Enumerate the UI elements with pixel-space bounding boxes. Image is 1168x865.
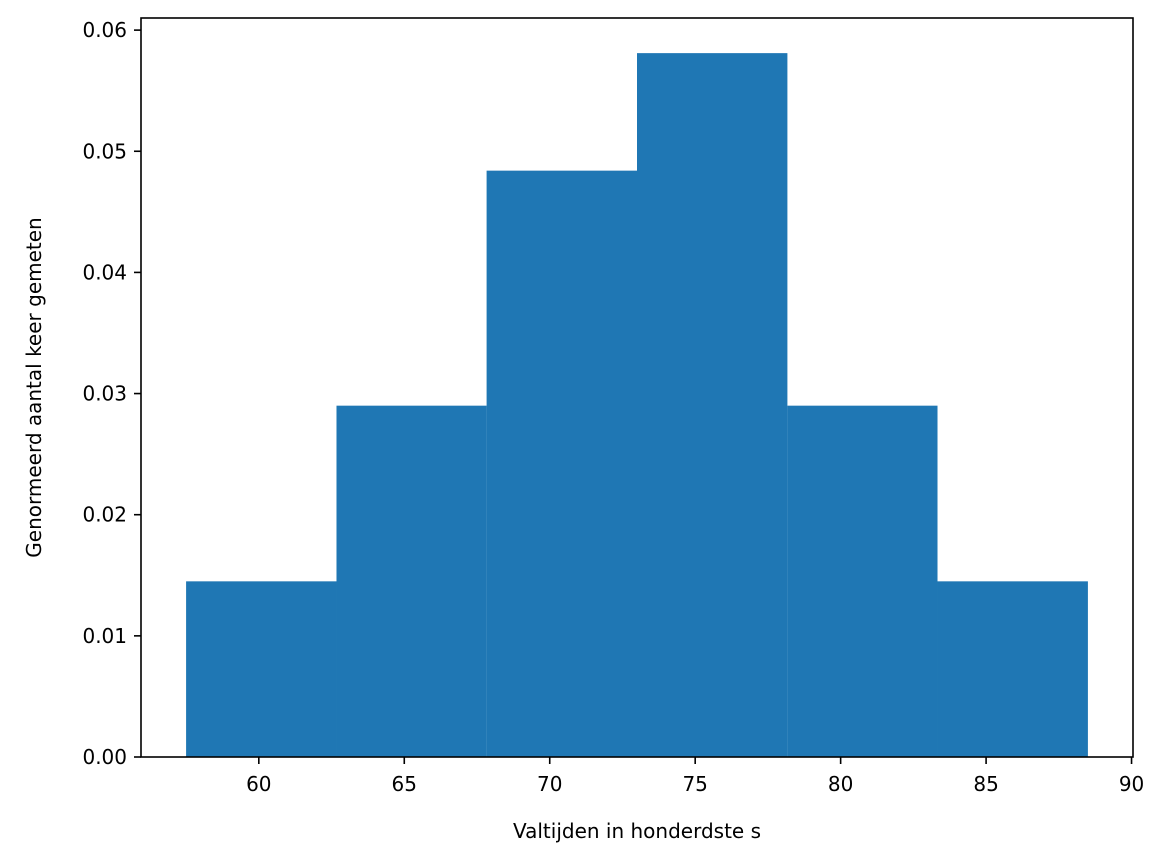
x-tick-label: 85 xyxy=(973,772,998,796)
histogram-bar-2 xyxy=(336,405,487,757)
histogram-bar-3 xyxy=(486,170,637,758)
x-axis-label: Valtijden in honderdste s xyxy=(513,819,761,843)
y-tick-label: 0.05 xyxy=(82,139,127,163)
histogram-bar-4 xyxy=(637,53,788,757)
x-axis-ticks: 60 65 70 75 80 85 90 xyxy=(246,757,1144,796)
histogram-bar-1 xyxy=(186,581,337,757)
y-tick-label: 0.00 xyxy=(82,745,127,769)
x-tick-label: 65 xyxy=(392,772,417,796)
y-axis-label: Genormeerd aantal keer gemeten xyxy=(22,217,46,557)
x-tick-label: 80 xyxy=(828,772,853,796)
y-axis-ticks: 0.00 0.01 0.02 0.03 0.04 0.05 0.06 xyxy=(82,18,141,769)
x-tick-label: 70 xyxy=(537,772,562,796)
y-tick-label: 0.06 xyxy=(82,18,127,42)
x-tick-label: 90 xyxy=(1119,772,1144,796)
histogram-bar-5 xyxy=(787,405,938,757)
y-tick-label: 0.03 xyxy=(82,382,127,406)
histogram-bar-6 xyxy=(937,581,1088,757)
y-tick-label: 0.01 xyxy=(82,624,127,648)
y-tick-label: 0.04 xyxy=(82,260,127,284)
histogram-bars xyxy=(186,53,1088,758)
x-tick-label: 75 xyxy=(682,772,707,796)
y-tick-label: 0.02 xyxy=(82,503,127,527)
x-tick-label: 60 xyxy=(246,772,271,796)
plot-frame xyxy=(140,17,1134,758)
